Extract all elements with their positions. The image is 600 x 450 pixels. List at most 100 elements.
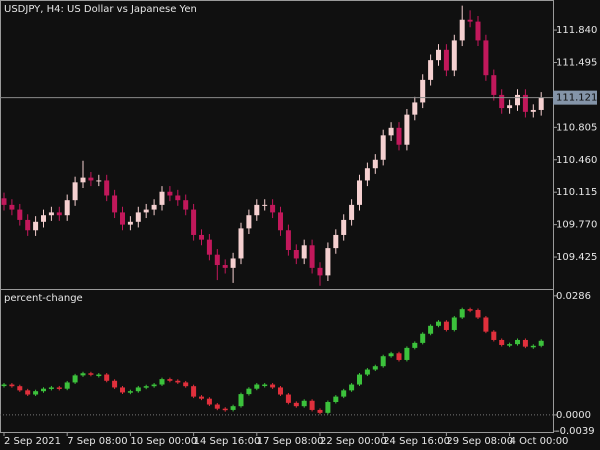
change-body [246, 388, 252, 395]
change-body [80, 373, 86, 376]
change-body [436, 321, 441, 326]
x-tick-label: 7 Sep 08:00 [67, 436, 127, 447]
x-tick-label: 22 Sep 00:00 [320, 436, 387, 447]
change-body [301, 400, 307, 407]
current-price-label: 111.121 [556, 93, 597, 104]
change-body [262, 384, 268, 387]
change-body [380, 356, 386, 367]
candle-body [317, 267, 323, 276]
x-tick-label: 2 Sep 2021 [4, 436, 61, 447]
candle-body [175, 195, 181, 201]
candle-body [9, 204, 15, 210]
candle-body [183, 200, 189, 210]
change-body [467, 309, 473, 311]
candle-body [48, 212, 54, 216]
candle-body [80, 177, 86, 183]
candle-body [538, 97, 544, 110]
candle-body [396, 127, 402, 145]
change-body [254, 384, 260, 389]
candle-body [388, 127, 394, 136]
x-tick-label: 17 Sep 08:00 [257, 436, 324, 447]
candle-body [325, 248, 331, 276]
change-body [341, 390, 347, 397]
change-body [293, 402, 299, 407]
candle-body [357, 180, 362, 205]
chart-title: USDJPY, H4: US Dollar vs Japanese Yen [4, 4, 197, 15]
candle-body [222, 265, 228, 268]
change-body [428, 325, 434, 334]
change-body [349, 384, 355, 391]
candle-body [151, 204, 157, 210]
candle-body [127, 221, 133, 225]
plot-frame [0, 0, 554, 433]
candle-body [159, 191, 165, 205]
candle-body [412, 102, 418, 115]
y-tick-label: -0.0039 [556, 426, 595, 437]
candle-body [1, 198, 7, 205]
change-body [238, 394, 244, 407]
change-body [475, 309, 481, 318]
candle-body [507, 105, 513, 109]
change-body [151, 384, 157, 387]
change-body [491, 331, 497, 340]
candle-body [254, 204, 260, 216]
candle-body [522, 94, 528, 112]
current-price-box [553, 90, 597, 105]
candle-body [364, 168, 370, 181]
change-body [167, 379, 173, 381]
candle-body [143, 209, 149, 213]
y-tick-label: 110.460 [556, 155, 597, 166]
change-body [317, 409, 323, 413]
change-body [270, 384, 276, 388]
x-tick-label: 4 Oct 00:00 [510, 436, 569, 447]
change-body [309, 400, 315, 410]
candle-body [135, 212, 141, 222]
change-body [214, 404, 220, 409]
candle-body [206, 239, 212, 255]
change-body [357, 374, 362, 385]
candle-body [25, 219, 31, 231]
candle-body [33, 221, 39, 231]
change-body [206, 398, 212, 405]
change-body [230, 406, 236, 410]
candle-body [191, 209, 197, 235]
change-body [451, 317, 457, 330]
change-body [396, 353, 402, 360]
candle-body [491, 75, 497, 95]
candle-body [451, 40, 457, 71]
candle-body [515, 94, 520, 106]
candle-body [17, 209, 23, 220]
change-body [72, 375, 78, 383]
change-body [404, 347, 410, 360]
change-body [420, 333, 426, 343]
candle-body [301, 245, 307, 259]
change-body [17, 386, 23, 391]
change-body [364, 369, 370, 375]
candle-body [530, 109, 536, 112]
candle-body [459, 19, 465, 41]
candle-body [199, 234, 204, 240]
change-body [56, 387, 62, 389]
change-body [515, 339, 520, 345]
change-body [459, 309, 465, 318]
change-body [104, 374, 110, 381]
change-body [507, 344, 513, 346]
change-body [522, 339, 528, 347]
y-tick-label: 109.425 [556, 252, 597, 263]
candle-body [428, 60, 434, 80]
change-body [175, 380, 181, 383]
candle-body [404, 114, 410, 145]
y-tick-label: 109.770 [556, 220, 597, 231]
change-body [412, 342, 418, 348]
candle-body [475, 21, 481, 41]
x-tick-label: 14 Sep 16:00 [194, 436, 261, 447]
change-body [278, 387, 283, 395]
candle-body [64, 200, 70, 216]
x-tick-label: 10 Sep 00:00 [130, 436, 197, 447]
change-body [25, 390, 31, 395]
candle-body [380, 135, 386, 160]
candle-body [112, 195, 118, 213]
candle-body [120, 212, 125, 225]
change-body [499, 339, 505, 345]
change-body [183, 382, 189, 387]
